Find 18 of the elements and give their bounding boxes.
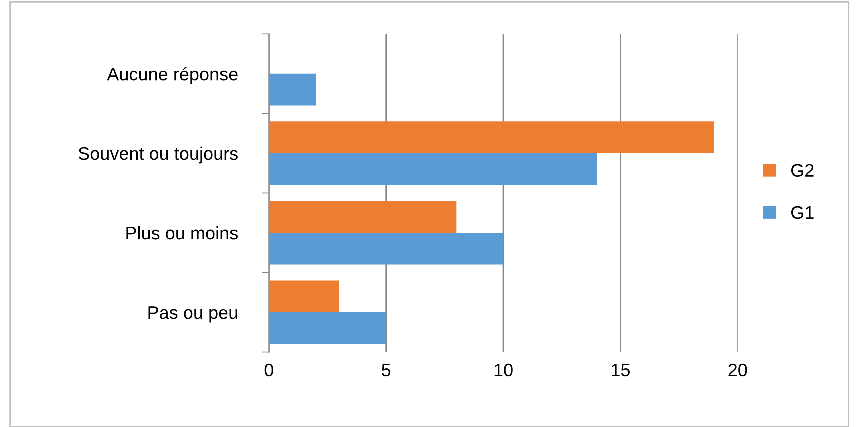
bar	[269, 232, 504, 265]
x-tick-label: 0	[264, 364, 274, 377]
x-tick-label: 15	[612, 364, 630, 377]
bar	[269, 201, 457, 233]
x-tick-label: 10	[494, 364, 513, 377]
bar	[269, 280, 340, 313]
bar	[269, 74, 316, 106]
x-tick-label: 20	[728, 364, 748, 377]
bar	[269, 312, 386, 344]
y-tick-label: Souvent ou toujours	[78, 146, 238, 164]
y-tick-label: Aucune réponse	[107, 67, 238, 84]
legend-label: G2	[791, 164, 814, 178]
y-tick-label: Pas ou peu	[148, 306, 238, 323]
bar	[269, 122, 714, 154]
bar	[269, 153, 598, 186]
y-tick-label: Plus ou moins	[126, 226, 238, 240]
legend-label: G1	[791, 206, 814, 220]
x-tick-label: 5	[382, 364, 391, 377]
